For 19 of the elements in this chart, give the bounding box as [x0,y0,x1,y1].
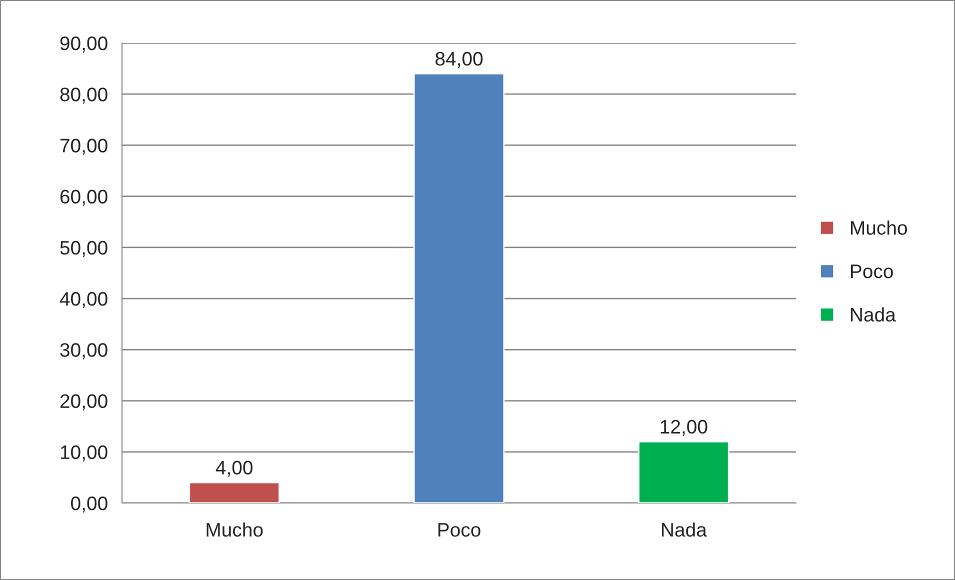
y-tick-label: 70,00 [60,138,108,155]
legend-label: Poco [851,264,893,278]
data-label: 84,00 [436,52,483,68]
legend-label: Mucho [851,220,907,235]
y-tick-label: 10,00 [60,445,108,462]
y-tick-label: 20,00 [60,394,108,410]
data-label: 12,00 [660,420,708,436]
y-tick-label: 90,00 [60,36,108,53]
y-tick-label: 60,00 [60,190,108,206]
data-label: 4,00 [216,460,252,477]
x-tick-label: Mucho [206,522,263,537]
x-tick-label: Nada [662,522,707,537]
y-tick-label: 0,00 [71,496,108,513]
y-tick-label: 50,00 [60,240,108,257]
legend-label: Nada [851,307,896,322]
y-tick-label: 30,00 [60,343,108,360]
y-tick-label: 80,00 [60,88,108,104]
y-tick-label: 40,00 [60,292,108,308]
x-tick-label: Poco [438,523,480,537]
